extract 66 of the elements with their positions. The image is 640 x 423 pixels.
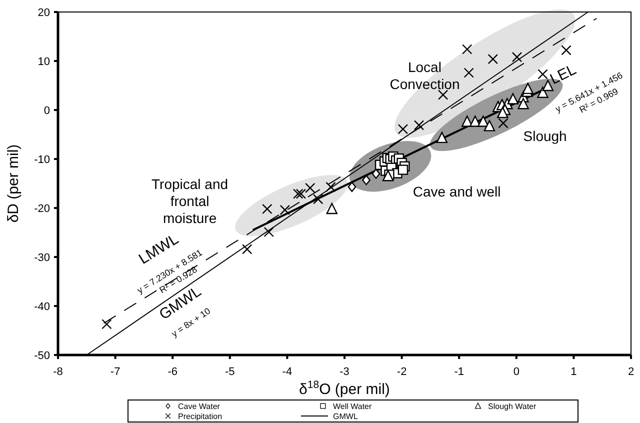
y-tick-label: -10	[34, 154, 50, 166]
point	[398, 164, 408, 175]
x-tick-label: 1	[570, 366, 577, 378]
point	[362, 174, 370, 186]
y-tick-label: -40	[34, 301, 50, 313]
point	[484, 120, 496, 132]
point	[102, 319, 112, 330]
x-tick-label: -7	[110, 366, 120, 378]
x-tick-label: 0	[513, 366, 520, 378]
point	[507, 93, 519, 104]
point	[326, 202, 338, 214]
legend-label: Cave Water	[178, 402, 220, 411]
x-tick-label: 2	[628, 366, 634, 378]
point	[292, 188, 304, 199]
point	[414, 120, 424, 130]
point	[313, 194, 324, 204]
point	[462, 116, 473, 127]
y-tick-label: 20	[38, 7, 50, 19]
text: LEL	[547, 61, 579, 88]
x-tick-label: -3	[340, 366, 350, 378]
y-tick-label: 10	[38, 56, 50, 68]
point	[242, 244, 252, 254]
legend-label: Slough Water	[488, 402, 537, 411]
point	[497, 106, 508, 118]
legend-label: Precipitation	[178, 412, 222, 421]
legend-label: GMWL	[333, 412, 358, 421]
y-tick-label: -30	[34, 252, 50, 264]
point	[372, 168, 380, 179]
point	[305, 182, 316, 194]
point	[537, 86, 548, 98]
point	[470, 116, 481, 127]
point	[296, 188, 306, 199]
y-tick-label: 0	[44, 105, 50, 117]
point	[436, 132, 448, 144]
point	[538, 69, 548, 80]
point	[462, 44, 472, 54]
point	[522, 82, 534, 94]
point	[518, 98, 529, 110]
annotation: Cave and well	[412, 183, 501, 200]
point	[398, 124, 408, 134]
x-tick-label: -5	[225, 366, 235, 378]
point	[512, 52, 522, 62]
point	[280, 204, 290, 216]
y-axis-title: δD (per mil)	[5, 144, 22, 223]
point	[438, 90, 448, 100]
x-tick-label: -1	[454, 366, 464, 378]
x-tick-label: -2	[396, 366, 407, 378]
x-axis-title: δ$^{18}$O (per mil)	[299, 379, 390, 398]
point	[262, 204, 272, 214]
annotation: Slough	[523, 128, 567, 144]
legend-label: Well Water	[333, 402, 372, 411]
y-tick-label: -20	[34, 203, 50, 215]
x-tick-label: -8	[53, 366, 63, 378]
x-tick-label: -4	[282, 366, 292, 378]
y-tick-label: -50	[34, 350, 50, 362]
point	[348, 182, 356, 192]
point	[478, 116, 489, 127]
x-tick-label: -6	[168, 366, 178, 378]
point	[326, 182, 336, 192]
annotation: Local Convection	[390, 59, 460, 92]
point	[464, 68, 474, 78]
point	[264, 226, 274, 238]
point	[488, 54, 498, 64]
annotation: Tropical and frontal moisture	[152, 176, 228, 226]
point	[498, 118, 508, 128]
point	[561, 45, 572, 56]
